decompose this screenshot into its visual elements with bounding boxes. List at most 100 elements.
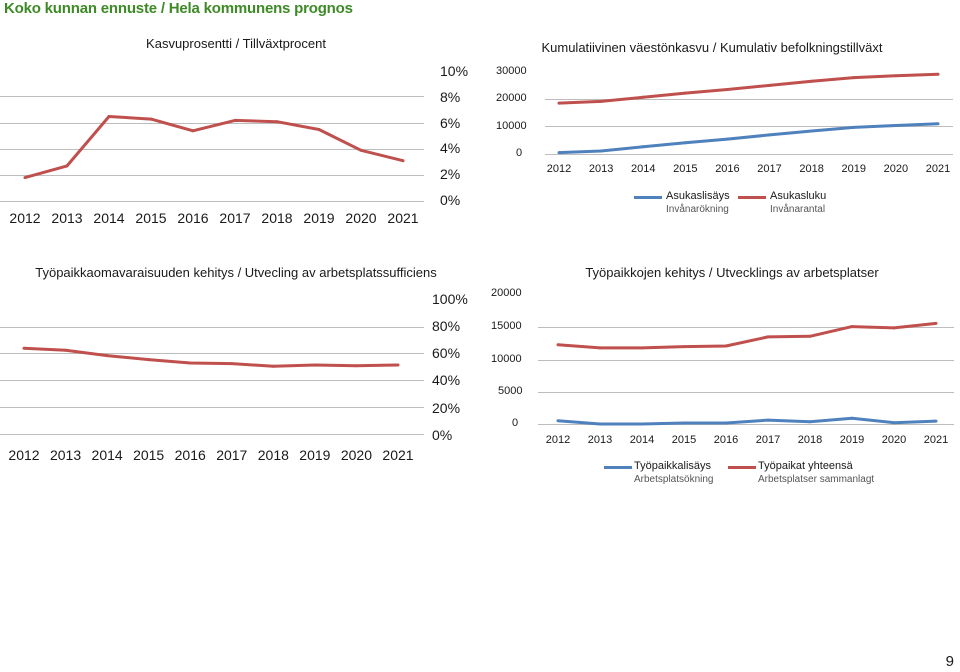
y-tick-label: 30000	[496, 65, 527, 77]
x-tick-label: 2018	[257, 447, 289, 463]
data-point	[641, 95, 645, 99]
data-point	[230, 362, 234, 366]
data-point	[233, 118, 237, 122]
y-tick-label: 10000	[491, 353, 522, 365]
series-line-3-1	[557, 321, 937, 350]
legend-swatch-red	[728, 466, 756, 469]
x-tick-label: 2012	[9, 210, 41, 226]
gridline	[0, 123, 424, 124]
x-tick-label: 2019	[303, 210, 335, 226]
data-point	[317, 128, 321, 131]
data-point	[936, 122, 940, 126]
legend-sublabel: Arbetsplatser sammanlagt	[758, 474, 875, 485]
x-tick-label: 2016	[715, 163, 740, 175]
data-point	[641, 145, 645, 149]
gridline	[538, 360, 954, 361]
x-tick-label: 2012	[8, 447, 40, 463]
data-point	[65, 164, 69, 168]
x-tick-label: 2019	[839, 434, 865, 446]
data-point	[23, 176, 27, 180]
data-point	[810, 129, 814, 133]
x-tick-label: 2015	[671, 434, 697, 446]
data-point	[188, 361, 192, 365]
series-line-3-0	[557, 416, 937, 426]
x-tick-label: 2019	[841, 163, 866, 175]
data-point	[599, 149, 603, 153]
data-point	[852, 125, 856, 129]
x-tick-label: 2015	[133, 447, 165, 463]
data-point	[557, 151, 561, 155]
y-tick-label: 0	[516, 147, 523, 159]
legend-label: Työpaikat yhteensä	[758, 460, 853, 472]
y-tick-label: 0	[512, 417, 519, 429]
series-line-2-0	[23, 346, 399, 368]
data-point	[107, 115, 111, 118]
x-tick-label: 2014	[93, 210, 125, 226]
y-tick-label: 15000	[491, 320, 522, 332]
gridline	[0, 407, 424, 408]
legend-swatch-blue	[604, 466, 632, 469]
data-point	[850, 416, 854, 420]
x-tick-label: 2021	[382, 447, 414, 463]
legend-sublabel: Arbetsplatsökning	[634, 474, 714, 485]
y-tick-label: 6%	[440, 115, 461, 131]
data-point	[396, 363, 400, 367]
y-tick-label: 4%	[440, 140, 461, 156]
cumulative-chart-title: Kumulatiivinen väestönkasvu / Kumulativ …	[541, 40, 883, 55]
data-point	[354, 364, 358, 368]
data-point	[105, 354, 109, 358]
data-point	[766, 335, 770, 339]
y-tick-label: 20000	[496, 92, 527, 104]
gridline	[538, 424, 954, 425]
x-tick-label: 2016	[177, 210, 209, 226]
series-line-1-1	[558, 72, 939, 105]
legend-item-asukasluku: Asukasluku Invånarantal	[770, 190, 826, 216]
y-tick-label: 20000	[491, 287, 522, 299]
data-point	[191, 129, 195, 133]
data-point	[768, 83, 772, 87]
y-tick-label: 2%	[440, 166, 461, 182]
x-tick-label: 2017	[219, 210, 251, 226]
x-tick-label: 2016	[713, 434, 739, 446]
x-tick-label: 2017	[216, 447, 248, 463]
data-point	[810, 79, 814, 83]
y-tick-label: 10000	[496, 120, 527, 132]
y-tick-label: 0%	[440, 192, 461, 208]
growth-chart-title: Kasvuprosentti / Tillväxtprocent	[146, 36, 326, 51]
y-tick-label: 20%	[432, 400, 461, 416]
data-point	[850, 325, 854, 329]
x-tick-label: 2017	[757, 163, 782, 175]
jobs-chart-title: Työpaikkojen kehitys / Utvecklings av ar…	[585, 265, 879, 280]
y-tick-label: 100%	[432, 291, 468, 307]
series-line-1-0	[558, 122, 939, 155]
x-tick-label: 2014	[91, 447, 123, 463]
x-tick-label: 2020	[340, 447, 373, 463]
legend-swatch-blue	[634, 196, 662, 199]
gridline	[0, 175, 424, 176]
legend-item-tyopaikkalisays: Työpaikkalisäys Arbetsplatsökning	[634, 460, 714, 486]
data-point	[313, 363, 317, 367]
data-point	[640, 346, 644, 350]
gridline	[0, 96, 424, 97]
data-point	[640, 422, 644, 426]
data-point	[724, 421, 728, 425]
gridline	[545, 154, 953, 155]
gridline	[0, 327, 424, 328]
page-header: Koko kunnan ennuste / Hela kommunens pro…	[4, 0, 353, 17]
gridline	[0, 380, 424, 381]
data-point	[934, 419, 938, 423]
data-point	[682, 421, 686, 425]
gridline	[0, 201, 424, 202]
x-tick-label: 2021	[387, 210, 419, 226]
y-tick-label: 40%	[432, 372, 461, 388]
data-point	[894, 74, 898, 78]
x-tick-label: 2014	[629, 434, 655, 446]
data-point	[557, 101, 561, 105]
x-tick-label: 2013	[51, 210, 83, 226]
x-tick-label: 2015	[135, 210, 167, 226]
y-tick-label: 5000	[498, 385, 523, 397]
data-point	[401, 159, 405, 163]
data-point	[768, 133, 772, 137]
gridline	[538, 392, 954, 393]
